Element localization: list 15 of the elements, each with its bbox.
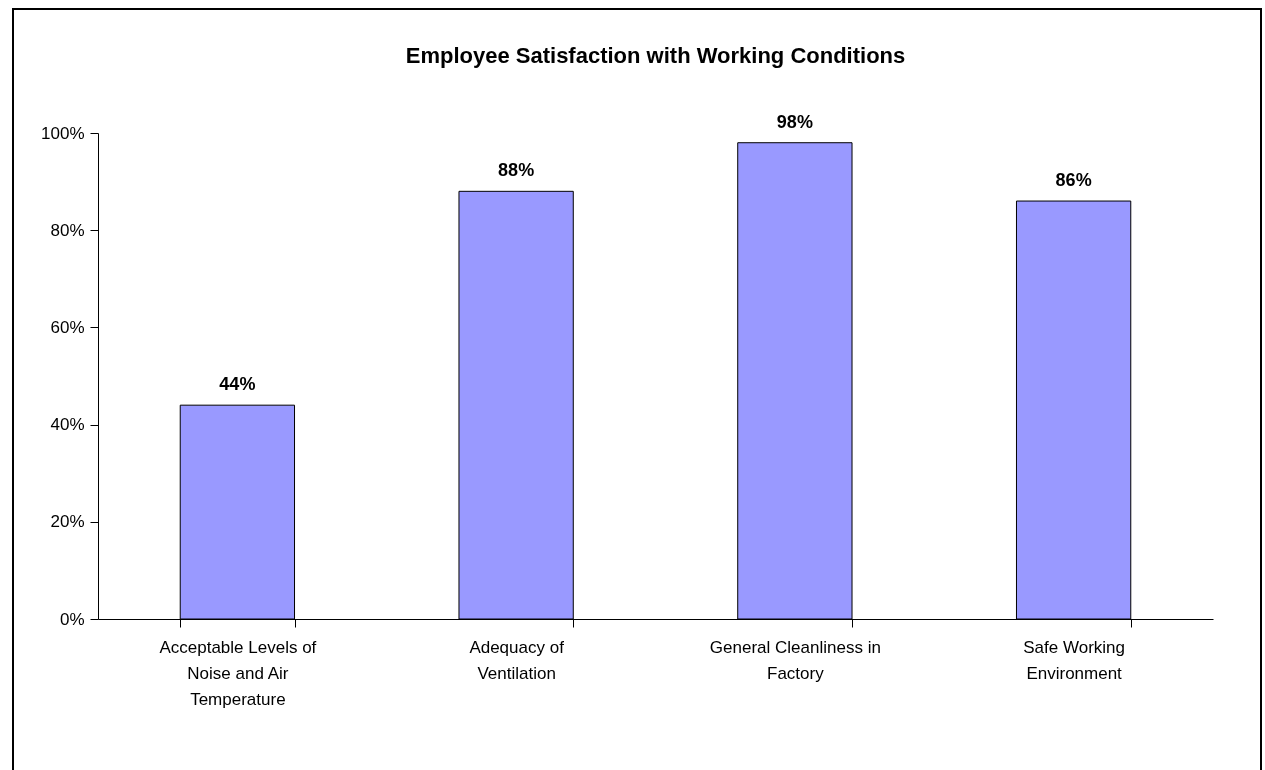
data-label: 98%	[776, 111, 813, 132]
y-tick-label: 100%	[41, 123, 85, 143]
chart-title: Employee Satisfaction with Working Conditions	[405, 42, 906, 68]
x-tick-label: Adequacy of Ventilation	[469, 637, 565, 683]
y-tick-label: 20%	[50, 512, 85, 532]
y-tick-label: 0%	[59, 609, 85, 629]
data-label: 86%	[1055, 170, 1092, 191]
y-tick-label: 80%	[50, 220, 85, 240]
y-tick-label: 40%	[50, 415, 85, 435]
x-tick-label: Acceptable Levels of Noise and Air Temperature	[159, 637, 317, 709]
x-tick-label: General Cleanliness in Factory	[709, 637, 881, 683]
data-label: 88%	[498, 160, 535, 181]
data-label: 44%	[219, 374, 256, 395]
y-tick-label: 60%	[50, 317, 85, 337]
x-tick-label: Safe Working Environment	[1023, 637, 1125, 683]
